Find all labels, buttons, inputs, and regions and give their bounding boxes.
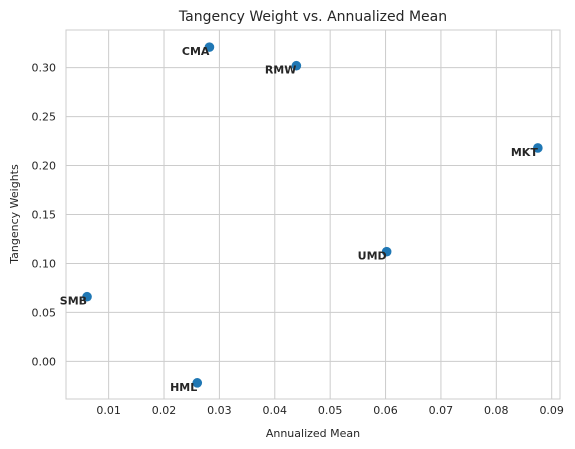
data-point-smb [82, 291, 92, 302]
point-label-rmw: RMW [265, 64, 297, 77]
data-point-hml [192, 378, 203, 388]
x-tick-label: 0.02 [152, 404, 177, 417]
point-label-cma: CMA [182, 45, 210, 58]
plot-frame [65, 29, 561, 400]
point-label-hml: HML [170, 381, 197, 394]
tick-labels: 0.01 0.02 0.03 0.04 0.05 0.06 0.07 0.08 0.09 0.00… [32, 62, 564, 417]
x-tick-label: 0.09 [539, 404, 564, 417]
data-point-umd [381, 246, 392, 257]
x-tick-label: 0.06 [373, 404, 398, 417]
point-label-umd: UMD [358, 250, 387, 263]
y-tick-label: 0.10 [32, 257, 57, 270]
grid-lines [66, 30, 560, 399]
x-tick-label: 0.04 [263, 404, 288, 417]
x-axis-label: Annualized Mean [266, 427, 360, 440]
point-label-mkt: MKT [511, 146, 538, 159]
data-point-cma [204, 42, 215, 52]
y-tick-label: 0.00 [32, 355, 57, 368]
point-label-smb: SMB [60, 295, 87, 308]
chart-title: Tangency Weight vs. Annualized Mean [178, 9, 447, 25]
x-tick-label: 0.03 [207, 404, 232, 417]
x-tick-label: 0.05 [318, 404, 343, 417]
data-point-rmw [291, 60, 302, 71]
data-point-mkt [533, 143, 543, 153]
y-axis-label: Tangency Weights [8, 164, 21, 265]
x-tick-label: 0.07 [429, 404, 454, 417]
y-tick-label: 0.20 [32, 160, 57, 173]
data-points: CMA RMW MKT UMD SMB HML [60, 42, 543, 394]
x-tick-label: 0.08 [484, 404, 509, 417]
x-tick-label: 0.01 [96, 404, 121, 417]
y-tick-label: 0.05 [32, 306, 57, 319]
y-tick-label: 0.25 [32, 111, 57, 124]
y-tick-label: 0.30 [32, 62, 57, 75]
y-tick-label: 0.15 [32, 209, 57, 222]
